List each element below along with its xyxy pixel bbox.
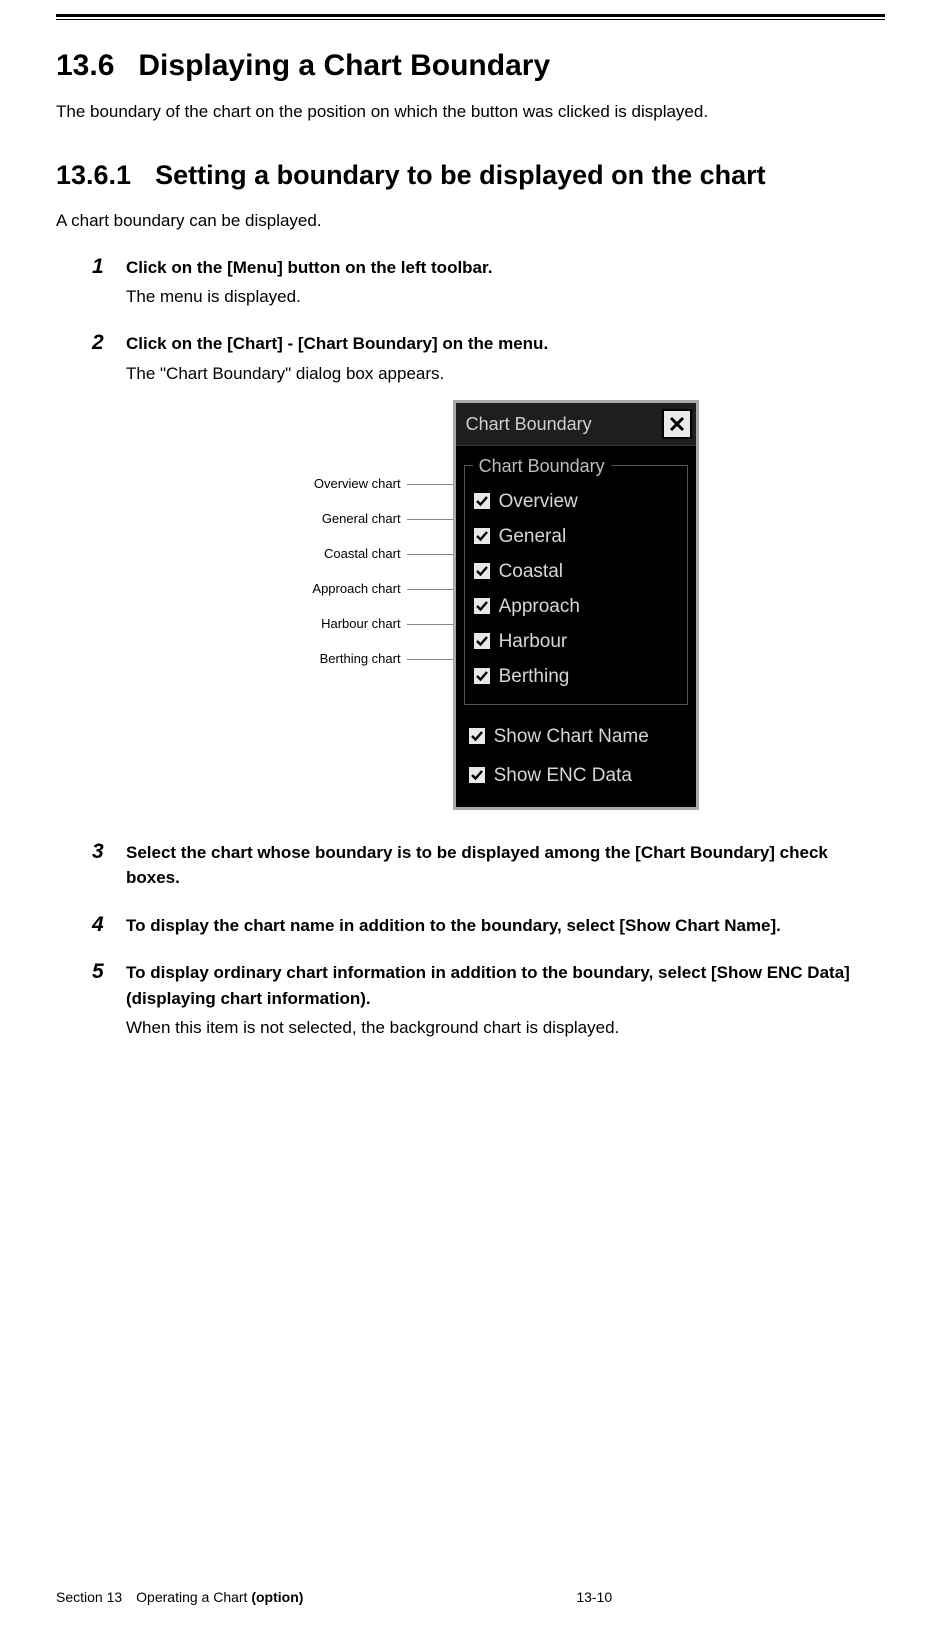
close-icon: [669, 416, 685, 432]
step-head: Click on the [Chart] - [Chart Boundary] …: [126, 331, 885, 357]
subsection-title: Setting a boundary to be displayed on th…: [155, 157, 766, 193]
general-checkbox[interactable]: [473, 527, 491, 545]
steps-list: Click on the [Menu] button on the left t…: [92, 255, 885, 1041]
approach-checkbox[interactable]: [473, 597, 491, 615]
footer-left-bold: (option): [251, 1589, 303, 1605]
callout-leader: [407, 659, 453, 660]
checkbox-label: Harbour: [499, 629, 568, 655]
callout: Overview chart: [314, 466, 453, 501]
show-enc-data-checkbox[interactable]: [468, 766, 486, 784]
page-footer: Section 13 Operating a Chart (option) 13…: [56, 1588, 885, 1607]
section-intro: The boundary of the chart on the positio…: [56, 101, 885, 124]
section-heading: 13.6 Displaying a Chart Boundary: [56, 46, 885, 87]
extras-group: Show Chart Name Show ENC Data: [464, 719, 688, 793]
coastal-checkbox[interactable]: [473, 562, 491, 580]
subsection-intro: A chart boundary can be displayed.: [56, 210, 885, 233]
checkbox-label: General: [499, 524, 567, 550]
subsection-number: 13.6.1: [56, 157, 131, 193]
check-icon: [476, 565, 488, 577]
callout-label: Approach chart: [312, 582, 400, 595]
section-title: Displaying a Chart Boundary: [138, 46, 550, 87]
checkbox-row-overview: Overview: [473, 484, 679, 519]
callout-leader: [407, 554, 453, 555]
callout-label: Coastal chart: [324, 547, 401, 560]
callout-leader: [407, 484, 453, 485]
figure: Overview chart General chart Coastal cha…: [126, 400, 885, 810]
checkbox-row-harbour: Harbour: [473, 624, 679, 659]
checkbox-row-general: General: [473, 519, 679, 554]
checkbox-label: Show Chart Name: [494, 724, 649, 750]
step-item: Click on the [Chart] - [Chart Boundary] …: [92, 331, 885, 810]
checkbox-label: Berthing: [499, 664, 570, 690]
chart-boundary-group: Chart Boundary Overview General: [464, 454, 688, 705]
dialog-titlebar: Chart Boundary: [456, 403, 696, 446]
figure-row: Overview chart General chart Coastal cha…: [312, 400, 698, 810]
callout: Harbour chart: [321, 606, 452, 641]
check-icon: [476, 530, 488, 542]
step-body: The menu is displayed.: [126, 286, 885, 309]
checkbox-row-coastal: Coastal: [473, 554, 679, 589]
group-legend: Chart Boundary: [473, 454, 611, 478]
step-body: The "Chart Boundary" dialog box appears.: [126, 363, 885, 386]
dialog-title: Chart Boundary: [466, 412, 592, 436]
checkbox-label: Overview: [499, 489, 578, 515]
checkbox-row-approach: Approach: [473, 589, 679, 624]
callout-leader: [407, 624, 453, 625]
footer-page-number: 13-10: [303, 1588, 885, 1607]
callout: General chart: [322, 501, 453, 536]
step-head: To display ordinary chart information in…: [126, 960, 885, 1011]
callout-label: Berthing chart: [320, 652, 401, 665]
checkbox-label: Show ENC Data: [494, 763, 632, 789]
callout-leader: [407, 519, 453, 520]
callout: Approach chart: [312, 571, 452, 606]
dialog-body: Chart Boundary Overview General: [456, 446, 696, 807]
step-body: When this item is not selected, the back…: [126, 1017, 885, 1040]
top-rule: [56, 14, 885, 17]
berthing-checkbox[interactable]: [473, 667, 491, 685]
callout-label: Harbour chart: [321, 617, 400, 630]
page: 13.6 Displaying a Chart Boundary The bou…: [0, 14, 941, 1635]
checkbox-row-show-chart-name: Show Chart Name: [468, 719, 688, 754]
harbour-checkbox[interactable]: [473, 632, 491, 650]
footer-left-text: Section 13 Operating a Chart: [56, 1589, 251, 1605]
step-head: Select the chart whose boundary is to be…: [126, 840, 885, 891]
check-icon: [471, 730, 483, 742]
close-button[interactable]: [662, 409, 692, 439]
chart-boundary-dialog: Chart Boundary Chart Boundary Overview: [453, 400, 699, 810]
callout-label: Overview chart: [314, 477, 401, 490]
callouts: Overview chart General chart Coastal cha…: [312, 400, 452, 676]
step-item: Click on the [Menu] button on the left t…: [92, 255, 885, 309]
check-icon: [476, 670, 488, 682]
thin-rule: [56, 19, 885, 20]
section-number: 13.6: [56, 46, 114, 87]
step-head: Click on the [Menu] button on the left t…: [126, 255, 885, 281]
footer-left: Section 13 Operating a Chart (option): [56, 1588, 303, 1607]
step-item: To display the chart name in addition to…: [92, 913, 885, 939]
callout: Coastal chart: [324, 536, 453, 571]
check-icon: [476, 495, 488, 507]
step-item: Select the chart whose boundary is to be…: [92, 840, 885, 891]
overview-checkbox[interactable]: [473, 492, 491, 510]
show-chart-name-checkbox[interactable]: [468, 727, 486, 745]
check-icon: [476, 635, 488, 647]
step-head: To display the chart name in addition to…: [126, 913, 885, 939]
checkbox-row-berthing: Berthing: [473, 659, 679, 694]
checkbox-label: Coastal: [499, 559, 563, 585]
check-icon: [476, 600, 488, 612]
step-item: To display ordinary chart information in…: [92, 960, 885, 1040]
check-icon: [471, 769, 483, 781]
checkbox-label: Approach: [499, 594, 580, 620]
callout-leader: [407, 589, 453, 590]
subsection-heading: 13.6.1 Setting a boundary to be displaye…: [56, 157, 885, 193]
callout-label: General chart: [322, 512, 401, 525]
callout: Berthing chart: [320, 641, 453, 676]
checkbox-row-show-enc-data: Show ENC Data: [468, 758, 688, 793]
